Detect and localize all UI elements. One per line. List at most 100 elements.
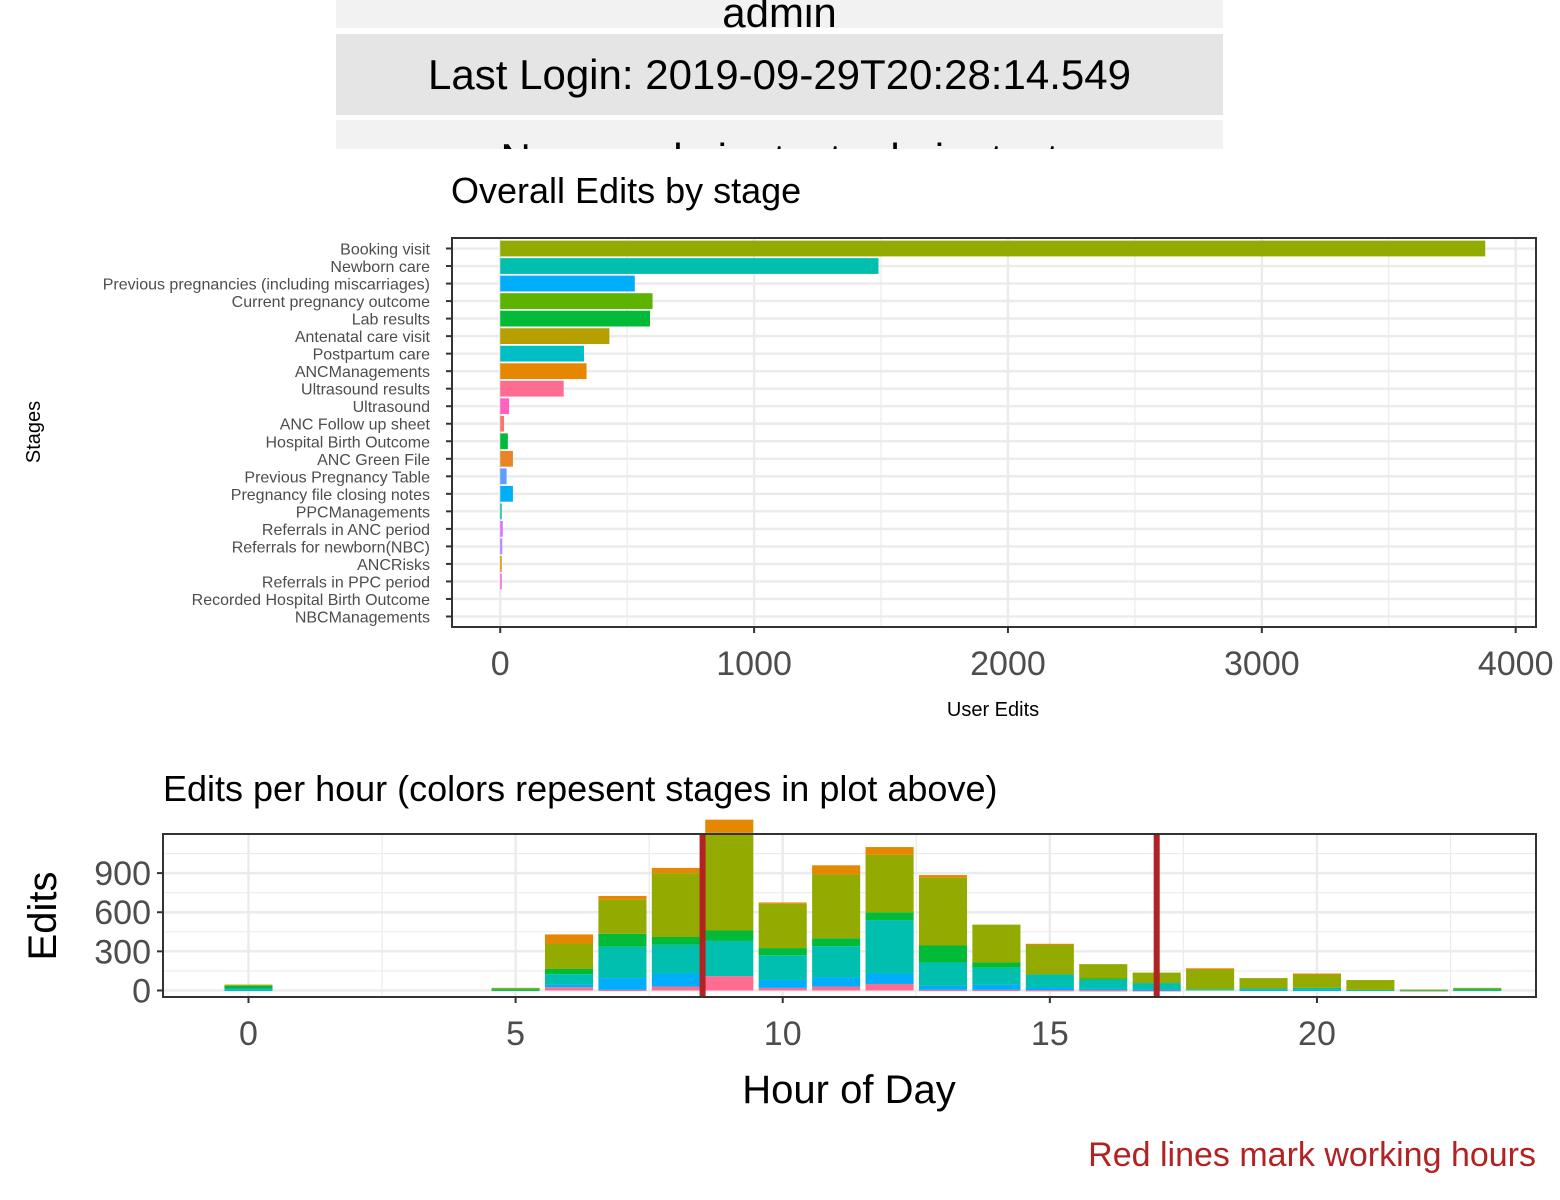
stage-bar — [500, 380, 564, 397]
hour-bar-segment — [918, 962, 968, 986]
username-row: admin — [336, 0, 1223, 34]
stage-tick-label: ANCManagements — [295, 364, 430, 381]
stage-bar — [500, 363, 587, 380]
hour-bar-segment — [1399, 989, 1448, 991]
hour-bar-segment — [491, 987, 540, 990]
stage-bar — [500, 275, 635, 292]
overall-edits-bars — [500, 240, 1486, 590]
hour-bar-segment — [758, 948, 807, 956]
user-info-table: admin Last Login: 2019-09-29T20:28:14.54… — [336, 0, 1223, 149]
edits-per-hour-title: Edits per hour (colors repesent stages i… — [163, 768, 997, 809]
hour-bar-segment — [918, 945, 968, 963]
stage-tick-label: Previous pregnancies (including miscarri… — [103, 277, 430, 294]
hour-bar-segment — [972, 967, 1021, 985]
hour-bar-segment — [1346, 989, 1395, 992]
hour-bar-segment — [705, 819, 754, 833]
hour-bar-segment — [865, 912, 914, 921]
hour-bar-segment — [972, 989, 1021, 992]
edits-per-hour-bars — [224, 819, 1502, 992]
hour-bar-segment — [1079, 990, 1128, 992]
overall-edits-x-tick-label: 0 — [491, 645, 510, 683]
working-hours-lines — [699, 834, 1160, 997]
hour-bar-segment — [705, 940, 754, 977]
hour-bar-segment — [1239, 978, 1288, 989]
hour-bar-segment — [1079, 979, 1128, 989]
hour-bar-segment — [1453, 989, 1502, 992]
name-row: Name: admin_test admin_test — [336, 120, 1223, 149]
hour-bar-segment — [651, 867, 700, 874]
hour-bar-segment — [651, 973, 700, 987]
stage-tick-label: PPCManagements — [296, 504, 430, 521]
stage-tick-label: Current pregnancy outcome — [232, 294, 430, 311]
hour-bar-segment — [918, 985, 968, 990]
working-hours-caption: Red lines mark working hours — [1088, 1136, 1536, 1174]
hour-bar-segment — [1025, 944, 1074, 975]
hour-bar-segment — [972, 984, 1021, 990]
stage-bar — [500, 520, 503, 537]
edits-per-hour-y-tick-label: 300 — [94, 933, 151, 971]
edits-per-hour-x-ticks: 0 5 10 15 20 — [239, 997, 1336, 1053]
stage-bar — [500, 398, 510, 415]
stage-tick-label: Postpartum care — [313, 347, 430, 364]
edits-per-hour-x-tick-label: 20 — [1298, 1015, 1336, 1053]
stage-bar — [500, 415, 505, 432]
stage-bar — [500, 240, 1486, 257]
hour-bar-segment — [1292, 987, 1342, 990]
hour-bar-segment — [1186, 968, 1235, 970]
hour-bar-segment — [598, 989, 647, 992]
hour-bar-segment — [544, 968, 594, 975]
hour-bar-segment — [812, 865, 861, 875]
hour-bar-segment — [758, 980, 807, 988]
hour-bar-segment — [1025, 974, 1074, 988]
stage-tick-label: ANCRisks — [357, 557, 430, 574]
hour-bar-segment — [598, 933, 647, 947]
stage-tick-label: Recorded Hospital Birth Outcome — [192, 592, 430, 609]
stage-bar — [500, 258, 879, 274]
edits-per-hour-panel-border — [162, 833, 1537, 998]
hour-bar-segment — [1292, 973, 1342, 975]
edits-per-hour-x-tick-label: 10 — [764, 1015, 802, 1053]
hour-bar-segment — [705, 832, 754, 931]
hour-bar-segment — [865, 920, 914, 974]
hour-bar-segment — [918, 875, 968, 878]
stage-tick-label: Lab results — [352, 312, 430, 329]
hour-bar-segment — [598, 946, 647, 979]
hour-bar-segment — [491, 989, 540, 992]
hour-bar-segment — [1025, 990, 1074, 992]
overall-edits-x-ticks: 0 1000 2000 3000 4000 — [491, 627, 1554, 683]
overall-edits-x-axis-title: User Edits — [947, 699, 1039, 721]
stage-tick-label: Hospital Birth Outcome — [265, 434, 430, 451]
hour-bar-segment — [1186, 989, 1235, 991]
hour-bar-segment — [812, 874, 861, 939]
stage-tick-label: ANC Green File — [317, 452, 430, 469]
hour-bar-segment — [1292, 974, 1342, 988]
hour-bar-segment — [705, 976, 754, 991]
edits-per-hour-x-tick-label: 5 — [506, 1015, 525, 1053]
stage-tick-label: Previous Pregnancy Table — [244, 469, 430, 486]
hour-bar-segment — [598, 899, 647, 934]
hour-bar-segment — [1079, 964, 1128, 979]
stage-bar — [500, 345, 585, 362]
overall-edits-panel-border — [451, 237, 1537, 628]
hour-bar-segment — [224, 988, 273, 990]
edits-per-hour-y-axis-title: Edits — [21, 872, 65, 961]
hour-bar-segment — [651, 944, 700, 974]
hour-bar-segment — [812, 977, 861, 987]
stage-tick-label: Newborn care — [330, 259, 430, 276]
stage-tick-label: Referrals in ANC period — [262, 522, 430, 539]
username-text: admin — [722, 0, 837, 36]
edits-per-hour-y-tick-label: 0 — [132, 972, 151, 1010]
last-login-text: Last Login: 2019-09-29T20:28:14.549 — [428, 51, 1131, 98]
hour-bar-segment — [1079, 988, 1128, 991]
edits-per-hour-x-tick-label: 0 — [239, 1015, 258, 1053]
stage-bar — [500, 556, 502, 572]
hour-bar-segment — [758, 987, 807, 991]
overall-edits-x-tick-label: 3000 — [1224, 645, 1300, 683]
stage-bar — [500, 450, 513, 467]
hour-bar-segment — [972, 962, 1021, 968]
stage-bar — [500, 328, 610, 345]
hour-bar-segment — [224, 989, 273, 992]
hour-bar-segment — [758, 955, 807, 981]
